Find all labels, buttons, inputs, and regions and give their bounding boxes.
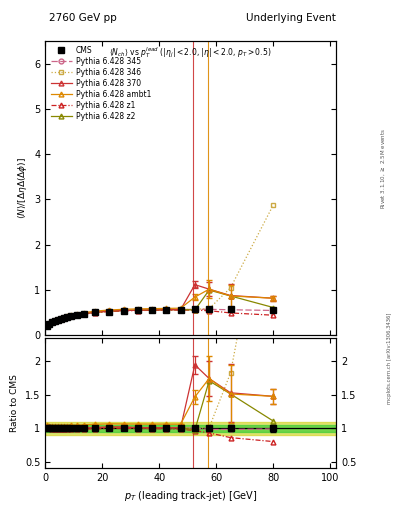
Y-axis label: $\langle N\rangle/[\Delta\eta\Delta(\Delta\phi)]$: $\langle N\rangle/[\Delta\eta\Delta(\Del… xyxy=(16,157,29,219)
X-axis label: $p_T$ (leading track-jet) [GeV]: $p_T$ (leading track-jet) [GeV] xyxy=(124,489,257,503)
Text: mcplots.cern.ch [arXiv:1306.3436]: mcplots.cern.ch [arXiv:1306.3436] xyxy=(387,313,391,404)
Text: Rivet 3.1.10, $\geq$ 2.5M events: Rivet 3.1.10, $\geq$ 2.5M events xyxy=(379,129,387,209)
Legend: CMS, Pythia 6.428 345, Pythia 6.428 346, Pythia 6.428 370, Pythia 6.428 ambt1, P: CMS, Pythia 6.428 345, Pythia 6.428 346,… xyxy=(49,45,152,122)
Y-axis label: Ratio to CMS: Ratio to CMS xyxy=(10,374,19,432)
Text: 2760 GeV pp: 2760 GeV pp xyxy=(49,13,117,23)
Text: $\langle N_{ch}\rangle$ vs $p_T^{lead}$ ($|\eta_j|<2.0$, $|\eta|<2.0$, $p_T>0.5$: $\langle N_{ch}\rangle$ vs $p_T^{lead}$ … xyxy=(109,46,272,60)
Text: Underlying Event: Underlying Event xyxy=(246,13,336,23)
